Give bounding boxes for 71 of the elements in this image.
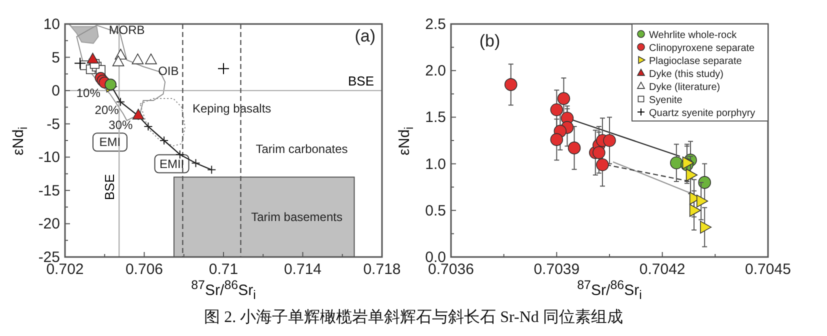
point	[132, 108, 144, 120]
x-tick-label: 0.7039	[534, 261, 580, 278]
point	[550, 133, 564, 146]
annotation: EMI	[99, 135, 121, 150]
point	[112, 55, 124, 66]
y-tick-label: -20	[38, 216, 60, 233]
annotation: Tarim basements	[251, 210, 342, 224]
point	[550, 103, 564, 116]
legend-label: Wehrlite whole-rock	[649, 30, 738, 41]
x-axis-title: $^{87}$Sr/$^{86}$Sr$_{i}$	[576, 278, 643, 302]
x-tick-label: 0.7042	[639, 261, 686, 278]
point	[686, 168, 698, 182]
annotation: OIB	[158, 64, 179, 78]
annotation: 30%	[108, 118, 134, 132]
point	[596, 158, 609, 172]
y-tick-label: 0.5	[425, 202, 446, 220]
caption: 图 2. 小海子单辉橄榄岩单斜辉石与斜长石 Sr-Nd 同位素组成	[203, 308, 624, 328]
y-tick-label: 2.0	[425, 62, 446, 80]
x-tick-label: 0.714	[284, 261, 322, 278]
ref-line-label: BSE	[102, 174, 118, 200]
y-tick-label: 1.0	[425, 156, 446, 173]
legend-label: Clinopyroxene separate	[649, 43, 756, 54]
x-axis-title: $^{87}$Sr/$^{86}$Sr$_{i}$	[190, 278, 257, 302]
annotation: EMII	[159, 156, 184, 171]
x-tick-label: 0.7036	[428, 261, 474, 278]
y-tick-label: 10	[43, 16, 60, 33]
point	[603, 134, 616, 147]
point	[568, 142, 581, 154]
point	[689, 204, 702, 217]
y-tick-label: -15	[38, 182, 60, 200]
y-tick-label: 0	[52, 82, 60, 100]
y-tick-label: -10	[38, 149, 60, 166]
annotation: 10%	[76, 86, 101, 100]
x-tick-label: 0.718	[363, 261, 401, 278]
x-tick-label: 0.7045	[745, 261, 791, 278]
annotation: Keping basalts	[192, 102, 272, 116]
point	[191, 158, 200, 168]
ref-line-label: BSE	[348, 74, 374, 89]
point	[175, 150, 184, 159]
point	[700, 220, 712, 234]
point	[144, 122, 153, 132]
point	[592, 146, 606, 160]
annotation: (a)	[354, 26, 376, 46]
point	[74, 57, 86, 70]
point	[160, 136, 169, 145]
y-tick-label: 5	[52, 49, 60, 66]
annotation: (b)	[479, 32, 500, 51]
point	[670, 156, 683, 170]
x-tick-label: 0.706	[125, 261, 164, 278]
point	[145, 54, 157, 64]
annotation: 20%	[94, 102, 120, 117]
legend-label: Syenite	[649, 95, 683, 106]
y-tick-label: 1.5	[425, 109, 446, 126]
point	[504, 78, 518, 91]
point	[116, 97, 125, 106]
point	[557, 92, 570, 105]
annotation: Tarim carbonates	[256, 142, 348, 156]
legend-label: Quartz syenite porphyry	[649, 108, 756, 119]
point	[698, 176, 711, 189]
point	[218, 62, 230, 75]
legend-label: Plagioclase separate	[649, 56, 742, 67]
x-tick-label: 0.71	[208, 261, 238, 278]
x-tick-label: 0.702	[46, 261, 84, 278]
legend-label: Dyke (this study)	[649, 69, 724, 80]
y-tick-label: -5	[46, 116, 60, 133]
point	[696, 194, 708, 208]
y-tick-label: 2.5	[425, 16, 446, 33]
annotation: MORB	[108, 22, 145, 37]
legend-label: Dyke (literature)	[649, 82, 720, 93]
point	[132, 54, 144, 64]
point	[207, 165, 216, 174]
